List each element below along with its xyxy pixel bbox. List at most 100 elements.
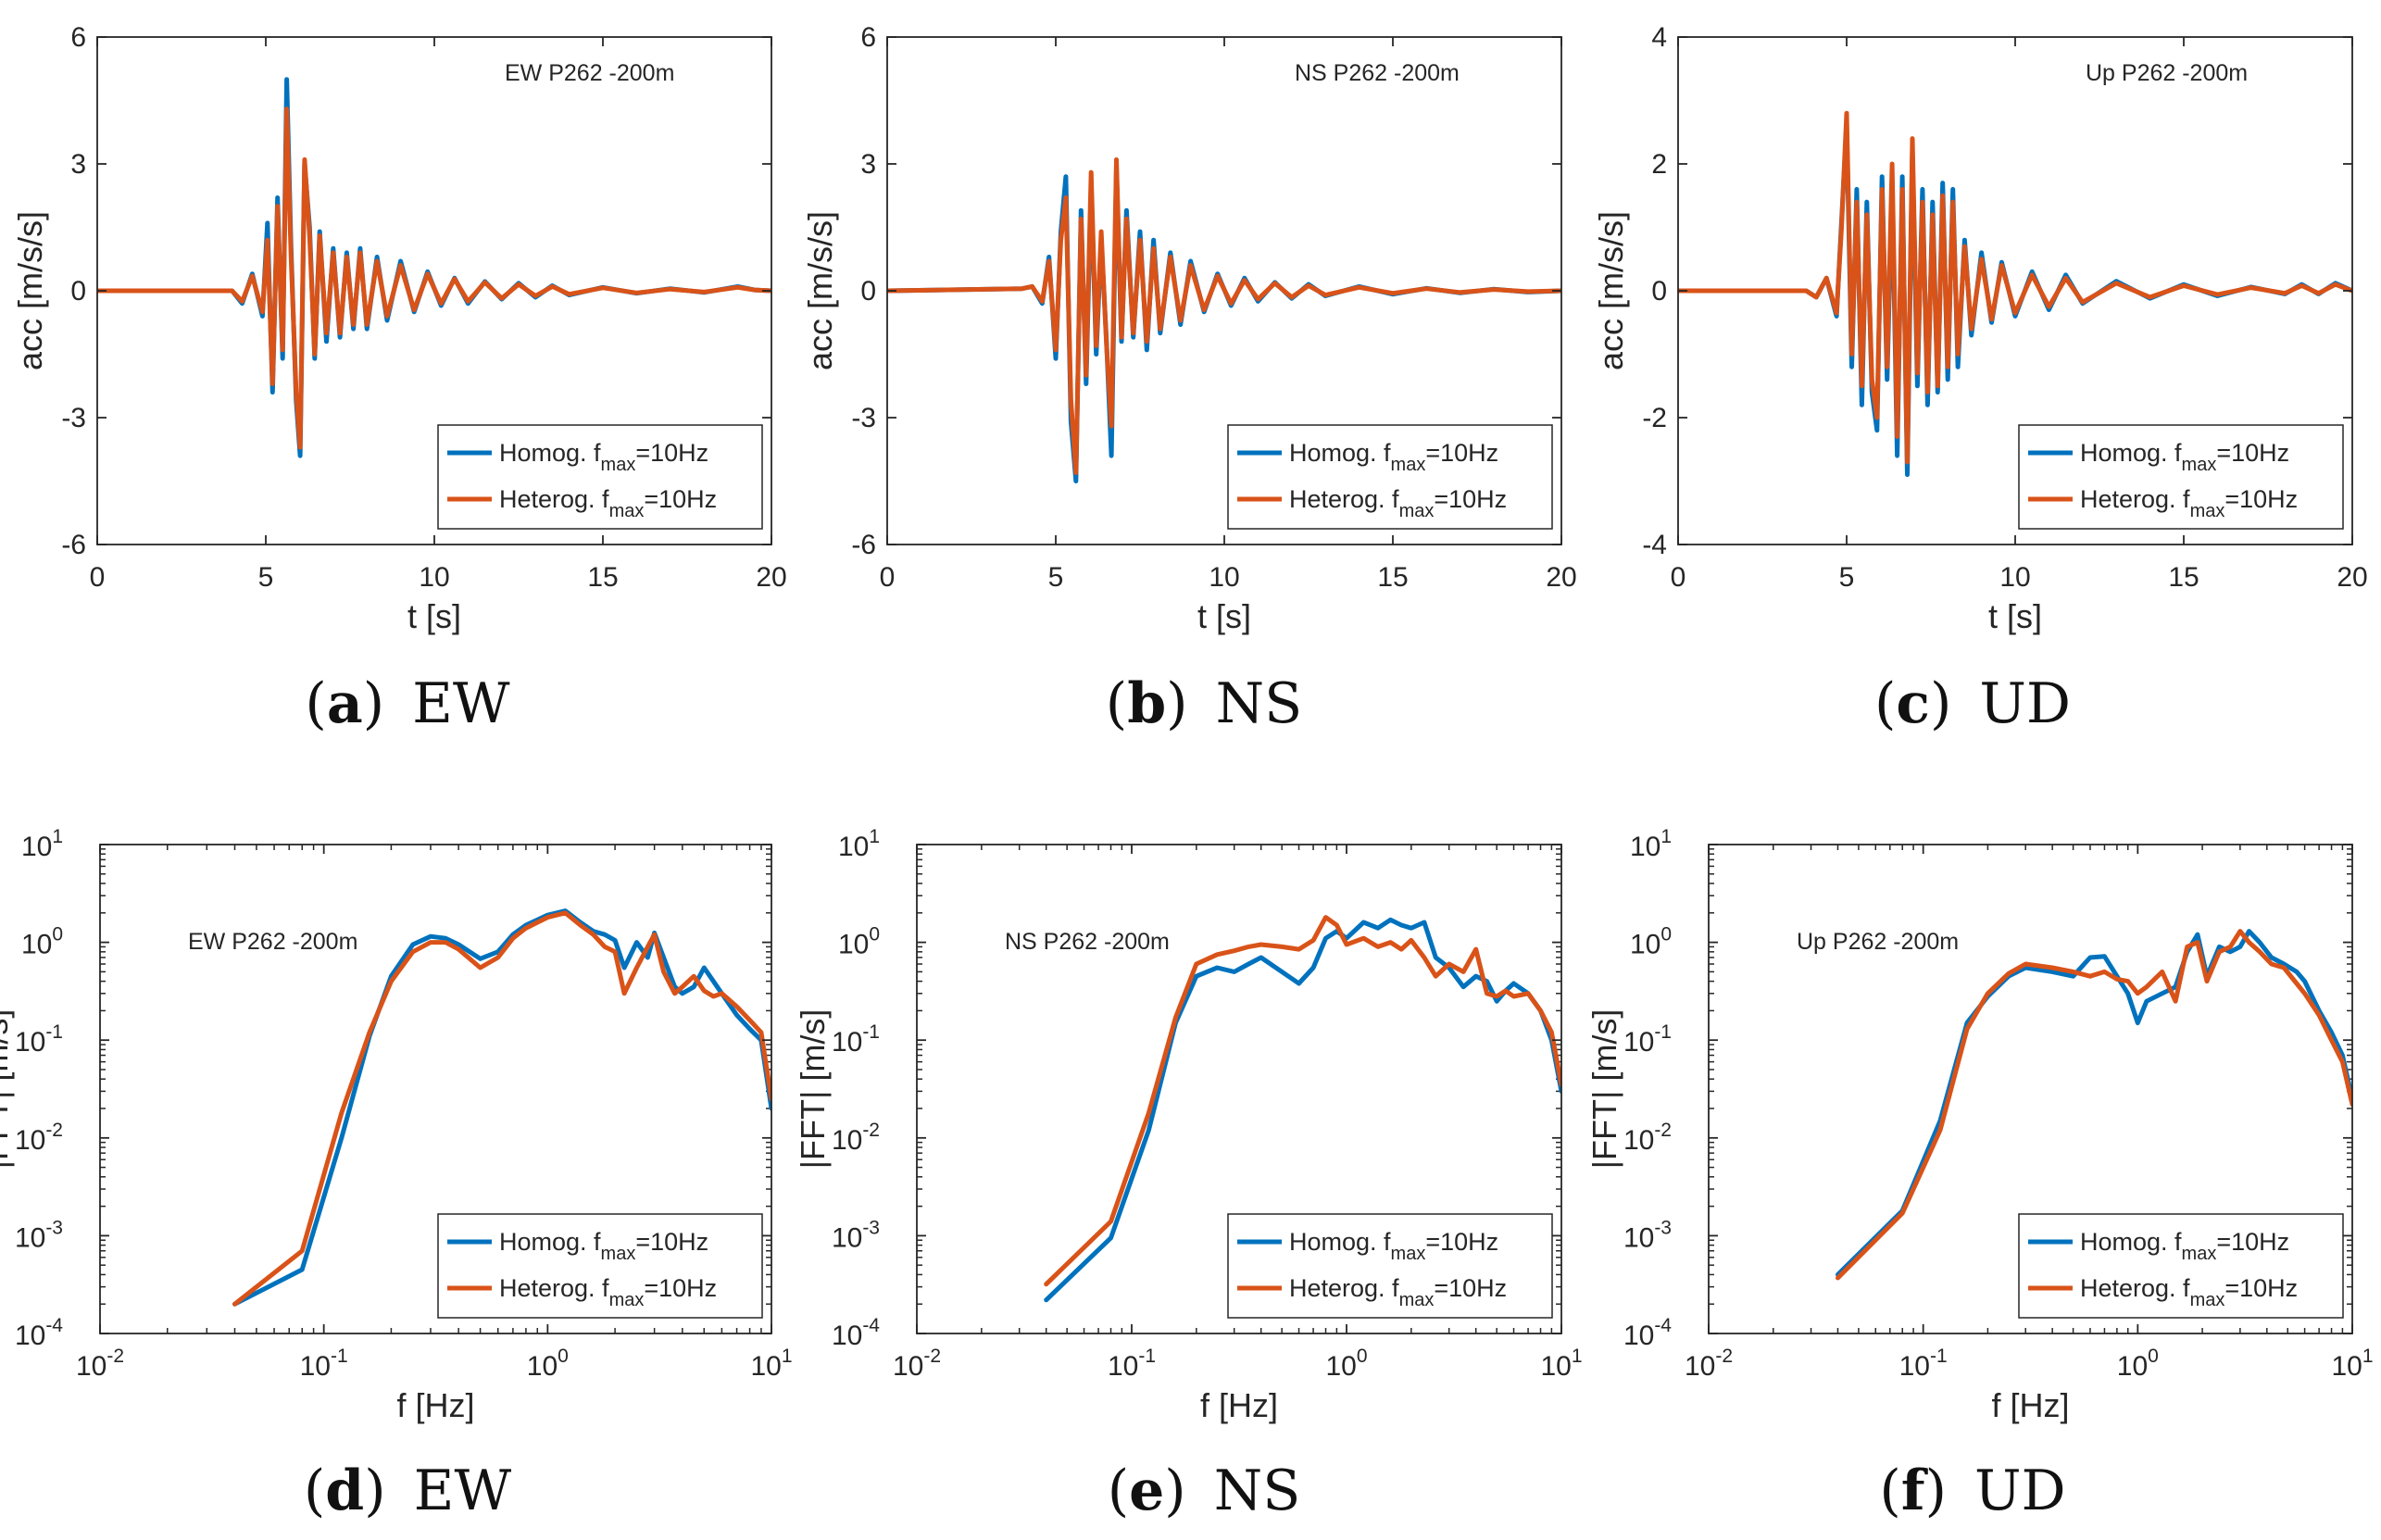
axes-box [916,844,1562,1334]
x-tick-label: 10 [419,562,449,593]
panel-f: 10-2 10-1 100 101 10-4 10-3 10-2 10-1 100 101 f [H… [1585,826,2374,1424]
x-tick-label: 20 [756,562,786,593]
x-tick-label: 15 [1377,562,1408,593]
series-line-heterog [887,157,1561,475]
y-tick-label: 10-3 [1623,1217,1672,1253]
legend-box [2018,424,2344,530]
legend: Homog. fmax=10Hz Heterog. fmax=10Hz [2018,1213,2344,1319]
y-tick-label: 6 [70,22,86,53]
panel-d: 10-2 10-1 100 101 10-4 10-3 10-2 10-1 100 101 f [H… [0,826,793,1424]
series-group [1044,915,1561,1303]
legend: Homog. fmax=10Hz Heterog. fmax=10Hz [437,424,763,530]
x-tick-label: 10 [1209,562,1239,593]
y-tick-label: 10-4 [832,1315,880,1351]
series-line-heterog [1044,915,1561,1287]
y-tick-label: 3 [860,149,876,180]
legend-box [437,424,763,530]
axes-box [1708,844,2353,1334]
y-tick-label: 101 [1630,826,1672,862]
y-tick-label: -3 [851,403,876,433]
y-axis-label: |FFT| [m/s] [0,1009,15,1170]
y-tick-label: -3 [61,403,86,433]
series-line-homog [1836,929,2352,1277]
axes-box [99,844,772,1334]
y-tick-label: -2 [1642,403,1667,433]
legend-label-homog: Homog. fmax=10Hz [1289,1228,1498,1264]
series-line-heterog [1836,929,2352,1281]
panel-b: 0 5 10 15 20 -6 -3 0 3 6 t [s] acc [m/s/s] NS P262 -… [801,22,1577,635]
legend-label-heterog: Heterog. fmax=10Hz [2080,1274,2298,1310]
y-tick-label: 100 [838,924,880,960]
x-tick-label: 20 [1546,562,1576,593]
y-tick-label: 4 [1651,22,1667,53]
x-tick-label: 15 [2168,562,2199,593]
x-tick-label: 0 [90,562,106,593]
y-tick-label: -6 [61,530,86,560]
legend-label-heterog: Heterog. fmax=10Hz [1289,1274,1507,1310]
y-tick-label: 10-4 [1623,1315,1672,1351]
legend-box [2018,1213,2344,1319]
x-tick-label: 10-2 [893,1346,941,1382]
legend: Homog. fmax=10Hz Heterog. fmax=10Hz [437,1213,763,1319]
x-tick-label: 5 [1839,562,1855,593]
caption-b: (b) NS [1106,671,1302,736]
x-tick-label: 15 [587,562,618,593]
legend: Homog. fmax=10Hz Heterog. fmax=10Hz [1227,1213,1553,1319]
y-axis-label: acc [m/s/s] [1592,211,1630,370]
x-axis-label: f [Hz] [1991,1386,2069,1424]
x-tick-label: 10-1 [1108,1346,1156,1382]
panel-annotation: Up P262 -200m [1797,929,1959,955]
legend: Homog. fmax=10Hz Heterog. fmax=10Hz [2018,424,2344,530]
legend-label-homog: Homog. fmax=10Hz [1289,439,1498,475]
series-group [97,77,771,458]
legend: Homog. fmax=10Hz Heterog. fmax=10Hz [1227,424,1553,530]
x-axis-label: t [s] [407,597,461,635]
legend-box [437,1213,763,1319]
series-line-homog [232,908,771,1307]
panel-e: 10-2 10-1 100 101 10-4 10-3 10-2 10-1 100 101 f [H… [794,826,1583,1424]
x-tick-label: 0 [1671,562,1686,593]
y-tick-label: 6 [860,22,876,53]
x-axis-label: t [s] [1197,597,1251,635]
legend-label-heterog: Heterog. fmax=10Hz [2080,485,2298,521]
x-tick-label: 101 [750,1346,792,1382]
y-tick-label: 2 [1651,149,1667,180]
x-tick-label: 10-2 [76,1346,124,1382]
series-group [232,908,771,1307]
series-line-heterog [232,910,771,1307]
legend-label-homog: Homog. fmax=10Hz [499,1228,708,1264]
x-tick-label: 101 [2331,1346,2373,1382]
legend-label-homog: Homog. fmax=10Hz [2080,1228,2289,1264]
y-tick-label: 10-4 [15,1315,63,1351]
caption-f: (f) UD [1879,1459,2065,1523]
panel-annotation: EW P262 -200m [505,60,674,86]
x-tick-label: 20 [2337,562,2367,593]
y-axis-label: |FFT| [m/s] [1585,1009,1623,1170]
caption-d: (d) EW [304,1459,512,1523]
caption-c: (c) UD [1874,671,2071,736]
y-tick-label: 10-2 [832,1120,880,1156]
legend-box [1227,424,1553,530]
panel-a: 0 5 10 15 20 -6 -3 0 3 6 t [s] acc [m/s/s] EW P262 -… [11,22,787,635]
legend-label-heterog: Heterog. fmax=10Hz [499,1274,717,1310]
y-axis-label: acc [m/s/s] [11,211,49,370]
y-axis-label: |FFT| [m/s] [794,1009,832,1170]
series-line-heterog [97,106,771,450]
y-tick-label: 10-2 [15,1120,63,1156]
x-axis-label: f [Hz] [396,1386,474,1424]
y-tick-label: 10-1 [15,1021,63,1058]
y-tick-label: -4 [1642,530,1667,560]
y-tick-label: 0 [860,276,876,307]
panel-annotation: Up P262 -200m [2086,60,2248,86]
y-tick-label: 100 [1630,924,1672,960]
series-group [887,157,1561,483]
x-tick-label: 101 [1540,1346,1582,1382]
x-tick-label: 10-2 [1685,1346,1733,1382]
panel-annotation: NS P262 -200m [1005,929,1170,955]
series-line-heterog [1678,110,2352,465]
y-tick-label: 10-3 [832,1217,880,1253]
x-tick-label: 0 [880,562,896,593]
y-tick-label: 10-1 [832,1021,880,1058]
y-tick-label: 0 [1651,276,1667,307]
